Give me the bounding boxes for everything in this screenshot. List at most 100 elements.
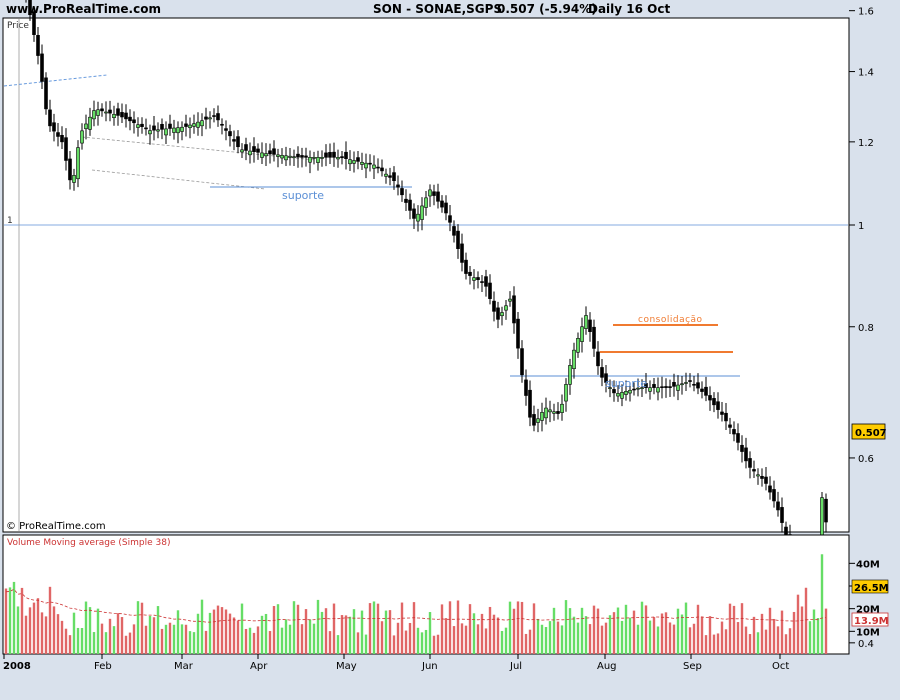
volume-bar (20, 587, 24, 654)
volume-bar (160, 628, 164, 654)
candle-body (300, 155, 304, 158)
volume-bar (324, 608, 328, 654)
candle-body (736, 433, 740, 443)
volume-bar (304, 609, 308, 654)
candle-body (636, 387, 640, 390)
suporte-label-2: suporte (605, 377, 647, 390)
candle-body (604, 373, 608, 383)
candle-body (524, 379, 528, 396)
candle-body (708, 395, 712, 401)
candle-body (156, 129, 160, 132)
candle-body (440, 200, 444, 208)
candle-body (724, 412, 728, 422)
volume-bar (52, 606, 56, 654)
candle-body (68, 158, 72, 181)
candle-body (136, 124, 140, 128)
volume-bar (776, 626, 780, 654)
volume-bar (396, 622, 400, 654)
candle-body (76, 147, 80, 180)
volume-bar (580, 607, 584, 654)
instrument-symbol: SON - SONAE,SGPS (373, 2, 503, 16)
volume-bar (96, 608, 100, 654)
last-price-badge (851, 423, 886, 440)
volume-bar (456, 600, 460, 654)
volume-bar (296, 604, 300, 654)
price-tick-label: 0.8 (858, 323, 874, 334)
volume-bar (236, 620, 240, 654)
candle-body (224, 128, 228, 131)
volume-bar (560, 625, 564, 654)
volume-bar (516, 601, 520, 654)
volume-bar (564, 600, 568, 654)
candle-body (72, 175, 76, 183)
candle-body (272, 148, 276, 155)
volume-bar (732, 605, 736, 654)
candle-body (552, 411, 556, 414)
volume-bar (752, 616, 756, 654)
volume-bar (600, 625, 604, 654)
volume-bar (212, 609, 216, 654)
candle-body (168, 123, 172, 129)
candle-body (164, 128, 168, 136)
volume-bar (424, 629, 428, 654)
price-tick-label: 0.6 (858, 454, 874, 465)
volume-bar (544, 627, 548, 654)
candle-body (428, 189, 432, 197)
volume-bar (88, 607, 92, 654)
price-tick-label: 1.2 (858, 138, 874, 149)
candle-body (384, 173, 388, 177)
candle-body (464, 259, 468, 274)
candle-body (268, 150, 272, 155)
site-name[interactable]: www.ProRealTime.com (6, 2, 161, 16)
volume-bar (120, 617, 124, 654)
candle-body (480, 281, 484, 283)
volume-bar (640, 601, 644, 654)
volume-bar (748, 634, 752, 654)
candle-body (88, 116, 92, 130)
volume-bar (328, 631, 332, 654)
candle-body (772, 489, 776, 502)
volume-bar (124, 635, 128, 654)
price-axis: 0.40.60.811.21.41.61.8 (849, 7, 874, 650)
volume-bar (132, 624, 136, 654)
volume-bar (528, 629, 532, 654)
volume-bar (56, 614, 60, 654)
volume-bar (672, 624, 676, 654)
volume-bar (360, 610, 364, 654)
volume-bar (812, 609, 816, 654)
candle-body (612, 389, 616, 394)
volume-badge-high-label: 26.5M (854, 583, 889, 594)
volume-bar (140, 602, 144, 654)
volume-bar (244, 628, 248, 654)
volume-bar (320, 611, 324, 654)
candle-body (644, 383, 648, 388)
volume-badge-high (851, 579, 889, 594)
volume-bar (536, 618, 540, 654)
volume-bar (468, 604, 472, 654)
volume-bar (280, 627, 284, 654)
volume-bar (520, 601, 524, 654)
candle-body (348, 159, 352, 165)
candle-body (572, 349, 576, 370)
channel-upper (81, 136, 316, 161)
candle-body (616, 393, 620, 397)
candle-body (500, 312, 504, 317)
date-tick-label: Mar (174, 661, 194, 672)
volume-bar (240, 603, 244, 654)
candle-body (132, 119, 136, 124)
volume-bar (584, 616, 588, 654)
candle-body (40, 53, 44, 82)
volume-bar (472, 613, 476, 654)
volume-bar (404, 630, 408, 654)
candle-body (332, 151, 336, 158)
candle-body (340, 156, 344, 159)
volume-bar (116, 613, 120, 654)
volume-badge-low-label: 13.9M (854, 616, 889, 627)
candle-body (556, 411, 560, 414)
volume-bar (428, 612, 432, 654)
volume-bar (136, 601, 140, 654)
volume-bar (692, 623, 696, 654)
price-panel (2, 17, 850, 533)
candle-body (336, 157, 340, 160)
